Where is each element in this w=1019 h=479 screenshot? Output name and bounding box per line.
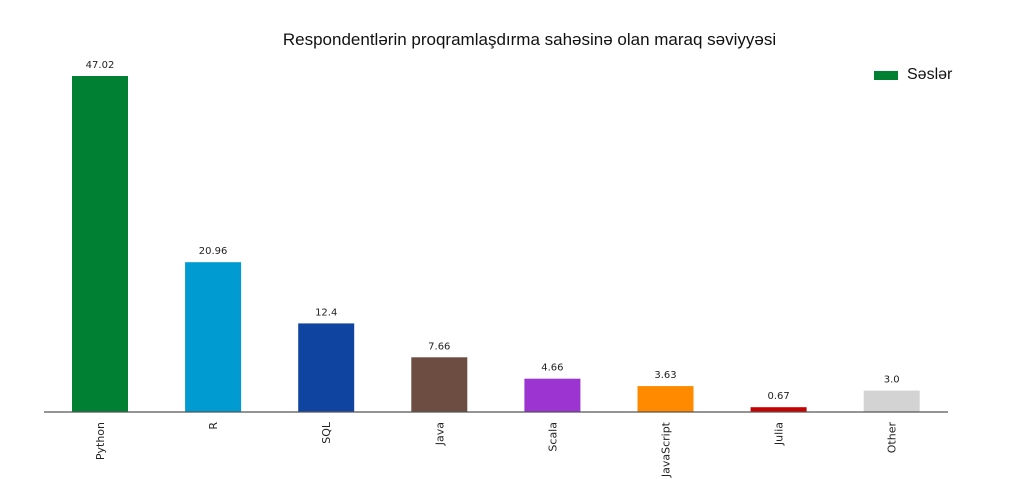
legend-label: Səslər [907, 66, 953, 83]
bar-javascript [637, 386, 694, 412]
value-label-julia: 0.67 [767, 391, 789, 402]
bars-group [72, 76, 920, 412]
bar-r [185, 262, 242, 412]
chart-title: Respondentlərin proqramlaşdırma sahəsinə… [282, 30, 777, 49]
value-labels-group: 47.02 20.96 12.4 7.66 4.66 3.63 0.67 3.0 [86, 60, 900, 402]
bar-other [863, 390, 920, 412]
value-label-python: 47.02 [86, 60, 115, 71]
bar-java [411, 357, 468, 412]
x-tick-label-javascript: JavaScript [660, 421, 673, 478]
legend: Səslər [870, 63, 953, 87]
value-label-scala: 4.66 [541, 363, 563, 374]
value-label-r: 20.96 [199, 246, 228, 257]
x-tick-label-java: Java [433, 422, 446, 446]
x-tick-label-python: Python [94, 422, 107, 460]
value-label-sql: 12.4 [315, 307, 337, 318]
x-tick-labels-group: Python R SQL Java Scala JavaScript Julia Other [94, 421, 899, 478]
bar-julia [750, 407, 807, 412]
legend-swatch [874, 70, 898, 80]
value-label-javascript: 3.63 [654, 370, 676, 381]
bar-sql [298, 323, 355, 412]
bar-python [72, 76, 128, 412]
x-tick-label-r: R [207, 422, 220, 430]
x-tick-label-other: Other [886, 422, 899, 454]
x-tick-label-scala: Scala [546, 422, 559, 452]
x-tick-label-sql: SQL [320, 421, 333, 444]
value-label-java: 7.66 [428, 341, 450, 352]
x-tick-label-julia: Julia [773, 422, 786, 446]
bar-scala [524, 378, 581, 412]
value-label-other: 3.0 [884, 375, 900, 386]
